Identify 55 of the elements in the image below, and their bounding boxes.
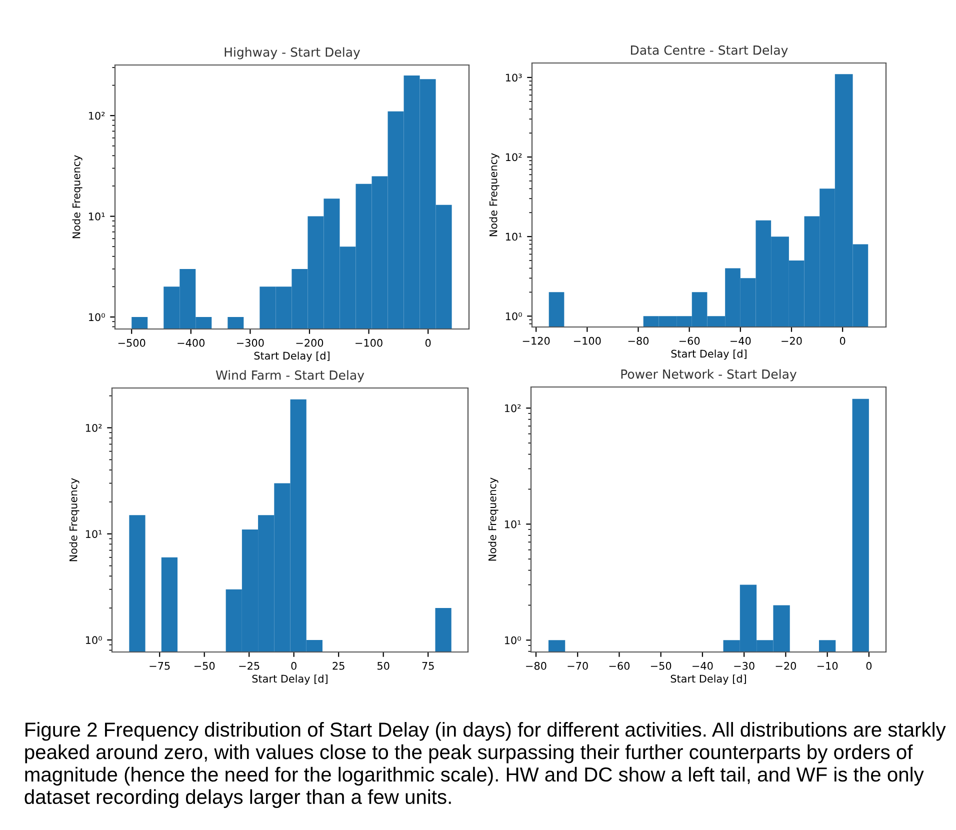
x-tick-label: −120 <box>522 336 550 345</box>
y-axis-title: Node Frequency <box>72 155 82 238</box>
x-axis-title: Start Delay [d] <box>254 352 330 362</box>
x-axis-title: Start Delay [d] <box>252 674 328 685</box>
y-tick-label: 10⁰ <box>86 636 102 644</box>
y-axis-title: Node Frequency <box>489 153 500 236</box>
x-tick-label: −400 <box>178 338 205 347</box>
y-axis-title: Node Frequency <box>69 478 80 562</box>
x-axis-title: Start Delay [d] <box>671 350 746 360</box>
x-tick-label: −100 <box>574 336 601 345</box>
x-tick-label: 0 <box>291 662 296 670</box>
y-tick-label: 10⁰ <box>506 312 522 320</box>
caption: Figure 2 Frequency distribution of Start Delay (in days) for different activities. All distributions are starkly peaked around zero, with values close to the peak surpassing their further counterparts by orders of magnitude (hence the need for the logarithmic scale). HW and DC show a left tail, and WF is the only dataset recording delays larger than a few units. <box>24 722 946 808</box>
x-tick-label: −50 <box>194 662 215 670</box>
x-tick-label: −20 <box>776 662 796 670</box>
chart-title: Power Network - Start Delay <box>621 369 797 382</box>
y-tick-label: 10² <box>504 404 521 412</box>
x-tick-label: −50 <box>650 662 672 670</box>
x-tick-label: −10 <box>817 662 838 670</box>
x-tick-label: −100 <box>356 338 382 347</box>
y-tick-label: 10¹ <box>88 212 105 220</box>
x-axis-title: Start Delay [d] <box>670 674 746 685</box>
y-tick-label: 10² <box>506 153 522 162</box>
x-tick-label: 0 <box>840 336 846 345</box>
y-tick-label: 10¹ <box>86 530 102 538</box>
x-tick-label: 75 <box>422 662 434 670</box>
x-tick-label: −80 <box>526 662 546 670</box>
x-tick-label: −80 <box>628 336 649 345</box>
chart-title: Wind Farm - Start Delay <box>216 370 364 382</box>
y-tick-label: 10¹ <box>506 232 522 241</box>
x-tick-label: −25 <box>239 662 260 670</box>
y-tick-label: 10⁰ <box>88 313 105 322</box>
x-tick-label: −60 <box>609 662 630 670</box>
x-tick-label: −500 <box>118 338 146 347</box>
y-tick-label: 10³ <box>506 74 522 82</box>
x-tick-label: 50 <box>378 662 390 670</box>
y-tick-label: 10² <box>86 424 102 432</box>
y-tick-label: 10¹ <box>504 520 521 528</box>
x-tick-label: −70 <box>568 662 588 670</box>
x-tick-label: −75 <box>150 662 170 670</box>
x-tick-label: 0 <box>866 662 872 670</box>
y-axis-title: Node Frequency <box>488 478 498 561</box>
y-tick-label: 10² <box>88 112 105 120</box>
chart-title: Highway - Start Delay <box>224 47 360 60</box>
x-tick-label: 0 <box>425 338 431 347</box>
x-tick-label: −40 <box>730 336 751 345</box>
x-tick-label: 25 <box>332 662 344 670</box>
x-tick-label: −300 <box>236 338 264 347</box>
x-tick-label: −30 <box>734 662 754 670</box>
chart-title: Data Centre - Start Delay <box>631 45 788 58</box>
y-tick-label: 10⁰ <box>504 636 521 644</box>
x-tick-label: −60 <box>679 336 700 345</box>
x-tick-label: −200 <box>296 338 324 347</box>
x-tick-label: −20 <box>782 336 802 345</box>
x-tick-label: −40 <box>692 662 713 670</box>
